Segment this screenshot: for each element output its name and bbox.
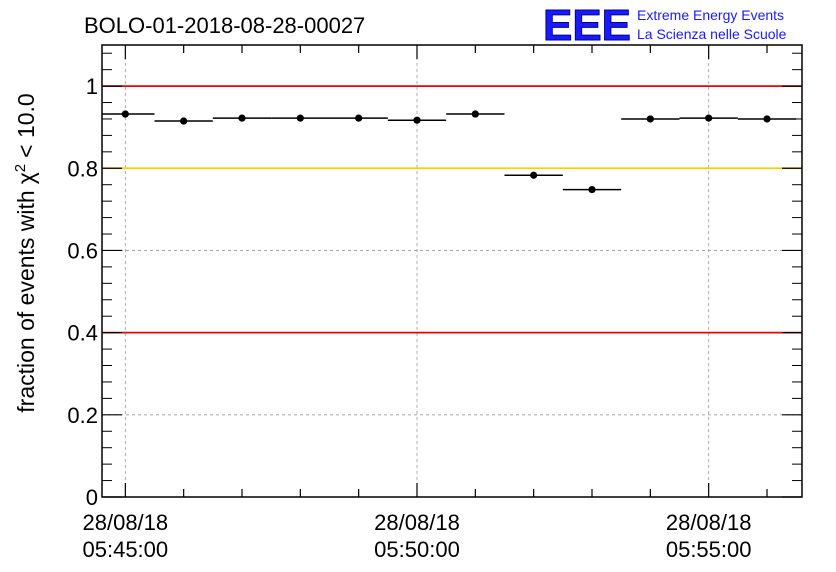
data-point (238, 115, 245, 122)
y-axis-label: fraction of events with χ2 < 10.0 (12, 93, 39, 412)
chart-title: BOLO-01-2018-08-28-00027 (84, 13, 365, 38)
y-axis-label-symbol: χ (13, 172, 39, 184)
x-tick-label-time: 05:45:00 (83, 537, 169, 562)
data-point (355, 115, 362, 122)
y-tick-label: 0.8 (67, 156, 98, 181)
y-tick-label: 0.2 (67, 403, 98, 428)
y-axis-label-superscript: 2 (12, 164, 29, 172)
eee-logo-line2: La Scienza nelle Scuole (637, 26, 787, 42)
data-point (413, 117, 420, 124)
y-tick-label: 1 (86, 74, 98, 99)
data-point (705, 115, 712, 122)
y-tick-label: 0.6 (67, 238, 98, 263)
x-tick-label-date: 28/08/18 (83, 510, 169, 535)
data-point (588, 186, 595, 193)
data-point (472, 110, 479, 117)
data-point (180, 117, 187, 124)
eee-logo: EEE Extreme Energy Events La Scienza nel… (543, 1, 787, 50)
x-tick-label-time: 05:55:00 (666, 537, 752, 562)
data-point (297, 115, 304, 122)
data-point (122, 110, 129, 117)
y-axis-label-prefix: fraction of events with (13, 190, 39, 412)
grid (102, 45, 802, 497)
y-tick-label: 0.4 (67, 321, 98, 346)
x-tick-label-date: 28/08/18 (666, 510, 752, 535)
data-series (102, 110, 796, 193)
eee-logo-mark: EEE (543, 1, 631, 50)
x-tick-label-date: 28/08/18 (374, 510, 460, 535)
data-point (647, 115, 654, 122)
eee-logo-line1: Extreme Energy Events (637, 7, 784, 23)
plot-frame (102, 45, 802, 497)
y-axis-label-suffix: < 10.0 (13, 93, 39, 158)
data-point (763, 115, 770, 122)
y-tick-label: 0 (86, 485, 98, 510)
data-point (530, 172, 537, 179)
x-tick-label-time: 05:50:00 (374, 537, 460, 562)
reference-lines (102, 86, 802, 333)
axes: 00.20.40.60.8128/08/1805:45:0028/08/1805… (67, 45, 802, 562)
